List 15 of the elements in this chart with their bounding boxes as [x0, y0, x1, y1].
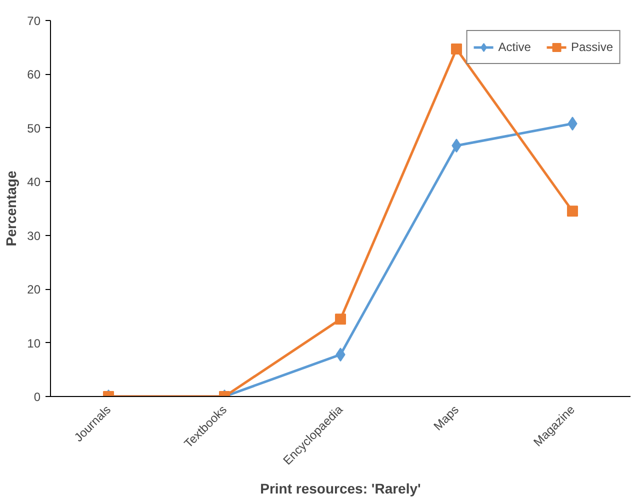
y-tick-label: 60 [27, 68, 41, 82]
y-tick-label: 50 [27, 121, 41, 136]
legend-label: Active [498, 40, 531, 54]
y-axis-title: Percentage [3, 170, 20, 246]
y-tick-label: 20 [27, 282, 41, 297]
y-tick-label: 40 [27, 175, 41, 190]
x-axis-title: Print resources: 'Rarely' [260, 480, 421, 497]
y-tick-label: 0 [34, 390, 41, 404]
point [451, 43, 462, 54]
y-tick-label: 30 [27, 228, 41, 243]
y-tick-label: 10 [27, 336, 41, 350]
y-tick-label: 70 [27, 14, 41, 28]
point [567, 206, 578, 217]
point [335, 314, 346, 325]
legend-label: Passive [570, 40, 613, 54]
